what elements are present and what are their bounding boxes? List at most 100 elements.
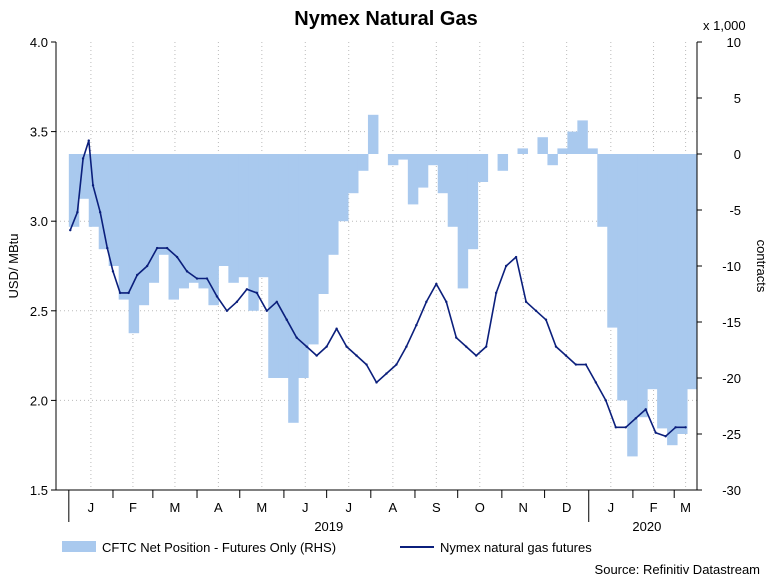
cftc-net-position-bar <box>447 154 459 227</box>
y-tick-label-right: -30 <box>722 483 741 498</box>
y-tick-label-right: 0 <box>734 147 741 162</box>
axis-layer: J F M A M J J A S O N D J F M 2019 2020 1.5 2.0 2.5 3.0 3.5 4.… <box>30 35 741 534</box>
cftc-net-position-bar <box>667 154 678 446</box>
cftc-net-position-bar <box>397 154 409 160</box>
cftc-net-position-bar <box>537 137 548 154</box>
y-axis-label-left: USD/ MBtu <box>6 233 21 298</box>
cftc-net-position-bar <box>148 154 160 283</box>
cftc-net-position-bar <box>278 154 289 378</box>
x-tick-label: D <box>562 500 571 515</box>
y-axis-label-right: contracts <box>754 240 769 293</box>
cftc-net-position-bar <box>567 131 578 154</box>
legend-label-nymex: Nymex natural gas futures <box>440 540 592 555</box>
area-layer <box>68 114 698 457</box>
x-tick-label: N <box>519 500 528 515</box>
cftc-net-position-bar <box>517 148 528 154</box>
x-tick-label: M <box>256 500 267 515</box>
cftc-net-position-bar <box>387 154 399 166</box>
cftc-net-position-bar <box>647 154 658 390</box>
y-tick-label-right: -25 <box>722 427 741 442</box>
right-axis-multiplier: x 1,000 <box>703 18 746 33</box>
x-tick-label: A <box>214 500 223 515</box>
cftc-net-position-bar <box>198 154 209 289</box>
x-tick-label: A <box>389 500 398 515</box>
cftc-net-position-bar <box>427 154 439 166</box>
cftc-net-position-bar <box>68 154 80 227</box>
cftc-net-position-bar <box>457 154 469 289</box>
cftc-net-position-bar <box>298 154 309 378</box>
cftc-net-position-bar <box>417 154 429 188</box>
x-tick-label: J <box>88 500 95 515</box>
cftc-net-position-bar <box>128 154 140 334</box>
cftc-net-position-bar <box>657 154 668 429</box>
x-tick-label: F <box>650 500 658 515</box>
cftc-net-position-bar <box>218 154 229 266</box>
y-tick-label-right: -5 <box>729 203 741 218</box>
y-tick-label-right: 10 <box>727 35 741 50</box>
cftc-net-position-bar <box>188 154 199 283</box>
y-tick-label-right: -15 <box>722 315 741 330</box>
legend-area-swatch <box>62 541 96 552</box>
y-tick-label-left: 4.0 <box>30 35 48 50</box>
cftc-net-position-bar <box>627 154 638 457</box>
cftc-net-position-bar <box>138 154 150 306</box>
cftc-net-position-bar <box>597 154 608 227</box>
cftc-net-position-bar <box>407 154 419 205</box>
cftc-net-position-bar <box>78 154 90 199</box>
cftc-net-position-bar <box>328 154 339 255</box>
cftc-net-position-bar <box>98 154 110 250</box>
cftc-net-position-bar <box>208 154 219 306</box>
cftc-net-position-bar <box>318 154 329 294</box>
source-note: Source: Refinitiv Datastream <box>595 562 760 577</box>
x-year-label: 2020 <box>632 519 661 534</box>
cftc-net-position-bar <box>238 154 249 278</box>
x-tick-label: M <box>170 500 181 515</box>
x-tick-label: O <box>475 500 485 515</box>
x-tick-label: J <box>302 500 309 515</box>
cftc-net-position-bar <box>587 148 598 154</box>
y-tick-label-left: 3.0 <box>30 214 48 229</box>
cftc-net-position-bar <box>557 148 568 154</box>
y-tick-label-left: 3.5 <box>30 125 48 140</box>
y-tick-label-left: 2.0 <box>30 393 48 408</box>
y-tick-label-right: -20 <box>722 371 741 386</box>
x-tick-label: J <box>345 500 352 515</box>
cftc-net-position-bar <box>577 120 588 154</box>
cftc-net-position-bar <box>308 154 319 345</box>
y-tick-label-right: 5 <box>734 91 741 106</box>
chart-title: Nymex Natural Gas <box>294 8 477 30</box>
y-tick-label-right: -10 <box>722 259 741 274</box>
cftc-net-position-bar <box>228 154 239 283</box>
cftc-net-position-bar <box>338 154 349 222</box>
x-tick-label: S <box>432 500 441 515</box>
x-tick-label: F <box>129 500 137 515</box>
legend-label-cftc: CFTC Net Position - Futures Only (RHS) <box>102 540 336 555</box>
cftc-net-position-bar <box>108 154 120 266</box>
cftc-net-position-bar <box>677 154 688 434</box>
y-tick-label-left: 2.5 <box>30 304 48 319</box>
cftc-net-position-bar <box>258 154 269 278</box>
cftc-net-position-bar <box>168 154 180 300</box>
cftc-net-position-bar <box>348 154 359 194</box>
cftc-net-position-bar <box>268 154 279 378</box>
line-layer <box>69 139 687 438</box>
cftc-net-position-bar <box>118 154 130 300</box>
cftc-net-position-bar <box>617 154 628 401</box>
cftc-net-position-bar <box>637 154 648 418</box>
cftc-net-position-bar <box>687 154 698 390</box>
cftc-net-position-bar <box>607 154 618 328</box>
cftc-net-position-bar <box>357 154 369 171</box>
cftc-net-position-bar <box>437 154 449 194</box>
cftc-net-position-bar <box>248 154 259 311</box>
cftc-net-position-bar <box>178 154 189 289</box>
x-year-label: 2019 <box>314 519 343 534</box>
cftc-net-position-bar <box>288 154 299 423</box>
cftc-net-position-bar <box>477 154 489 182</box>
x-tick-label: M <box>680 500 691 515</box>
cftc-net-position-bar <box>158 154 170 255</box>
cftc-net-position-bar <box>547 154 558 166</box>
legend: CFTC Net Position - Futures Only (RHS) N… <box>62 540 592 555</box>
x-tick-label: J <box>608 500 615 515</box>
